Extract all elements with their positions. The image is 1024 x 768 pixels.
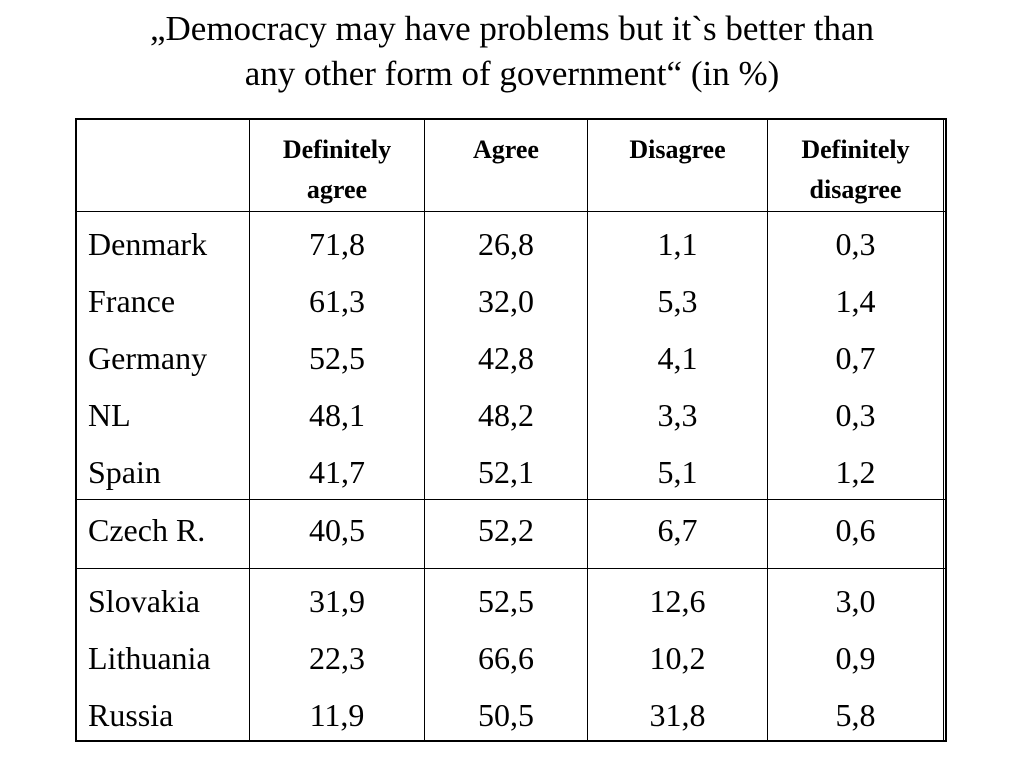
- country-label: France: [88, 283, 176, 319]
- column-header-definitely-agree: Definitely agree: [250, 130, 424, 210]
- country-label: Russia: [88, 697, 174, 733]
- table-cell: 5,8: [835, 697, 876, 733]
- table-cell: 22,3: [309, 640, 365, 676]
- country-label: Spain: [88, 454, 161, 490]
- column-header-definitely-disagree: Definitely disagree: [768, 130, 943, 210]
- column-header-agree: Agree: [425, 130, 587, 170]
- title-line-2: any other form of government“ (in %): [244, 54, 780, 93]
- column-header-line: Definitely: [801, 135, 910, 164]
- table-cell: 3,0: [835, 583, 876, 619]
- title-line-1: „Democracy may have problems but it`s be…: [149, 9, 875, 48]
- table-cell: 0,7: [835, 340, 876, 376]
- column-header-line: Agree: [473, 135, 539, 164]
- table-cell: 52,5: [478, 583, 534, 619]
- table-cell: 48,1: [309, 397, 365, 433]
- column-header-line: agree: [306, 175, 368, 204]
- table-cell: 0,3: [835, 226, 876, 262]
- column-divider: [249, 120, 250, 740]
- table-cell: 0,6: [835, 512, 876, 548]
- table-cell: 10,2: [649, 640, 706, 676]
- table-cell: 40,5: [309, 512, 365, 548]
- table-cell: 32,0: [478, 283, 534, 319]
- table-title: „Democracy may have problems but it`s be…: [0, 6, 1024, 96]
- table-cell: 4,1: [657, 340, 698, 376]
- header-divider: [77, 211, 945, 212]
- table-cell: 1,1: [657, 226, 698, 262]
- table-cell: 6,7: [657, 512, 698, 548]
- table-cell: 1,4: [835, 283, 876, 319]
- country-label: NL: [88, 397, 131, 433]
- table-cell: 5,1: [657, 454, 698, 490]
- group-divider: [77, 499, 945, 500]
- country-label: Denmark: [88, 226, 208, 262]
- column-header-disagree: Disagree: [588, 130, 767, 170]
- column-divider: [424, 120, 425, 740]
- table-cell: 42,8: [478, 340, 534, 376]
- table-cell: 5,3: [657, 283, 698, 319]
- column-header-line: Disagree: [629, 135, 726, 164]
- country-label: Germany: [88, 340, 208, 376]
- table-cell: 52,1: [478, 454, 534, 490]
- column-divider: [587, 120, 588, 740]
- country-label: Czech R.: [88, 512, 206, 548]
- table-cell: 66,6: [478, 640, 534, 676]
- survey-table: Definitely agree Agree Disagree Definite…: [75, 118, 947, 742]
- table-cell: 61,3: [309, 283, 365, 319]
- table-cell: 71,8: [309, 226, 365, 262]
- table-cell: 26,8: [478, 226, 534, 262]
- table-cell: 12,6: [649, 583, 706, 619]
- country-label: Slovakia: [88, 583, 200, 619]
- group-divider: [77, 568, 945, 569]
- table-cell: 41,7: [309, 454, 365, 490]
- table-cell: 48,2: [478, 397, 534, 433]
- column-header-line: Definitely: [282, 135, 392, 164]
- table-cell: 52,2: [478, 512, 534, 548]
- table-cell: 0,3: [835, 397, 876, 433]
- table-cell: 3,3: [657, 397, 698, 433]
- column-divider: [767, 120, 768, 740]
- column-divider: [943, 120, 944, 740]
- country-label: Lithuania: [88, 640, 211, 676]
- table-cell: 11,9: [309, 697, 365, 733]
- column-header-line: disagree: [809, 175, 902, 204]
- table-cell: 52,5: [309, 340, 365, 376]
- table-cell: 31,9: [309, 583, 365, 619]
- table-cell: 50,5: [478, 697, 534, 733]
- table-cell: 0,9: [835, 640, 876, 676]
- table-cell: 31,8: [649, 697, 706, 733]
- table-cell: 1,2: [835, 454, 876, 490]
